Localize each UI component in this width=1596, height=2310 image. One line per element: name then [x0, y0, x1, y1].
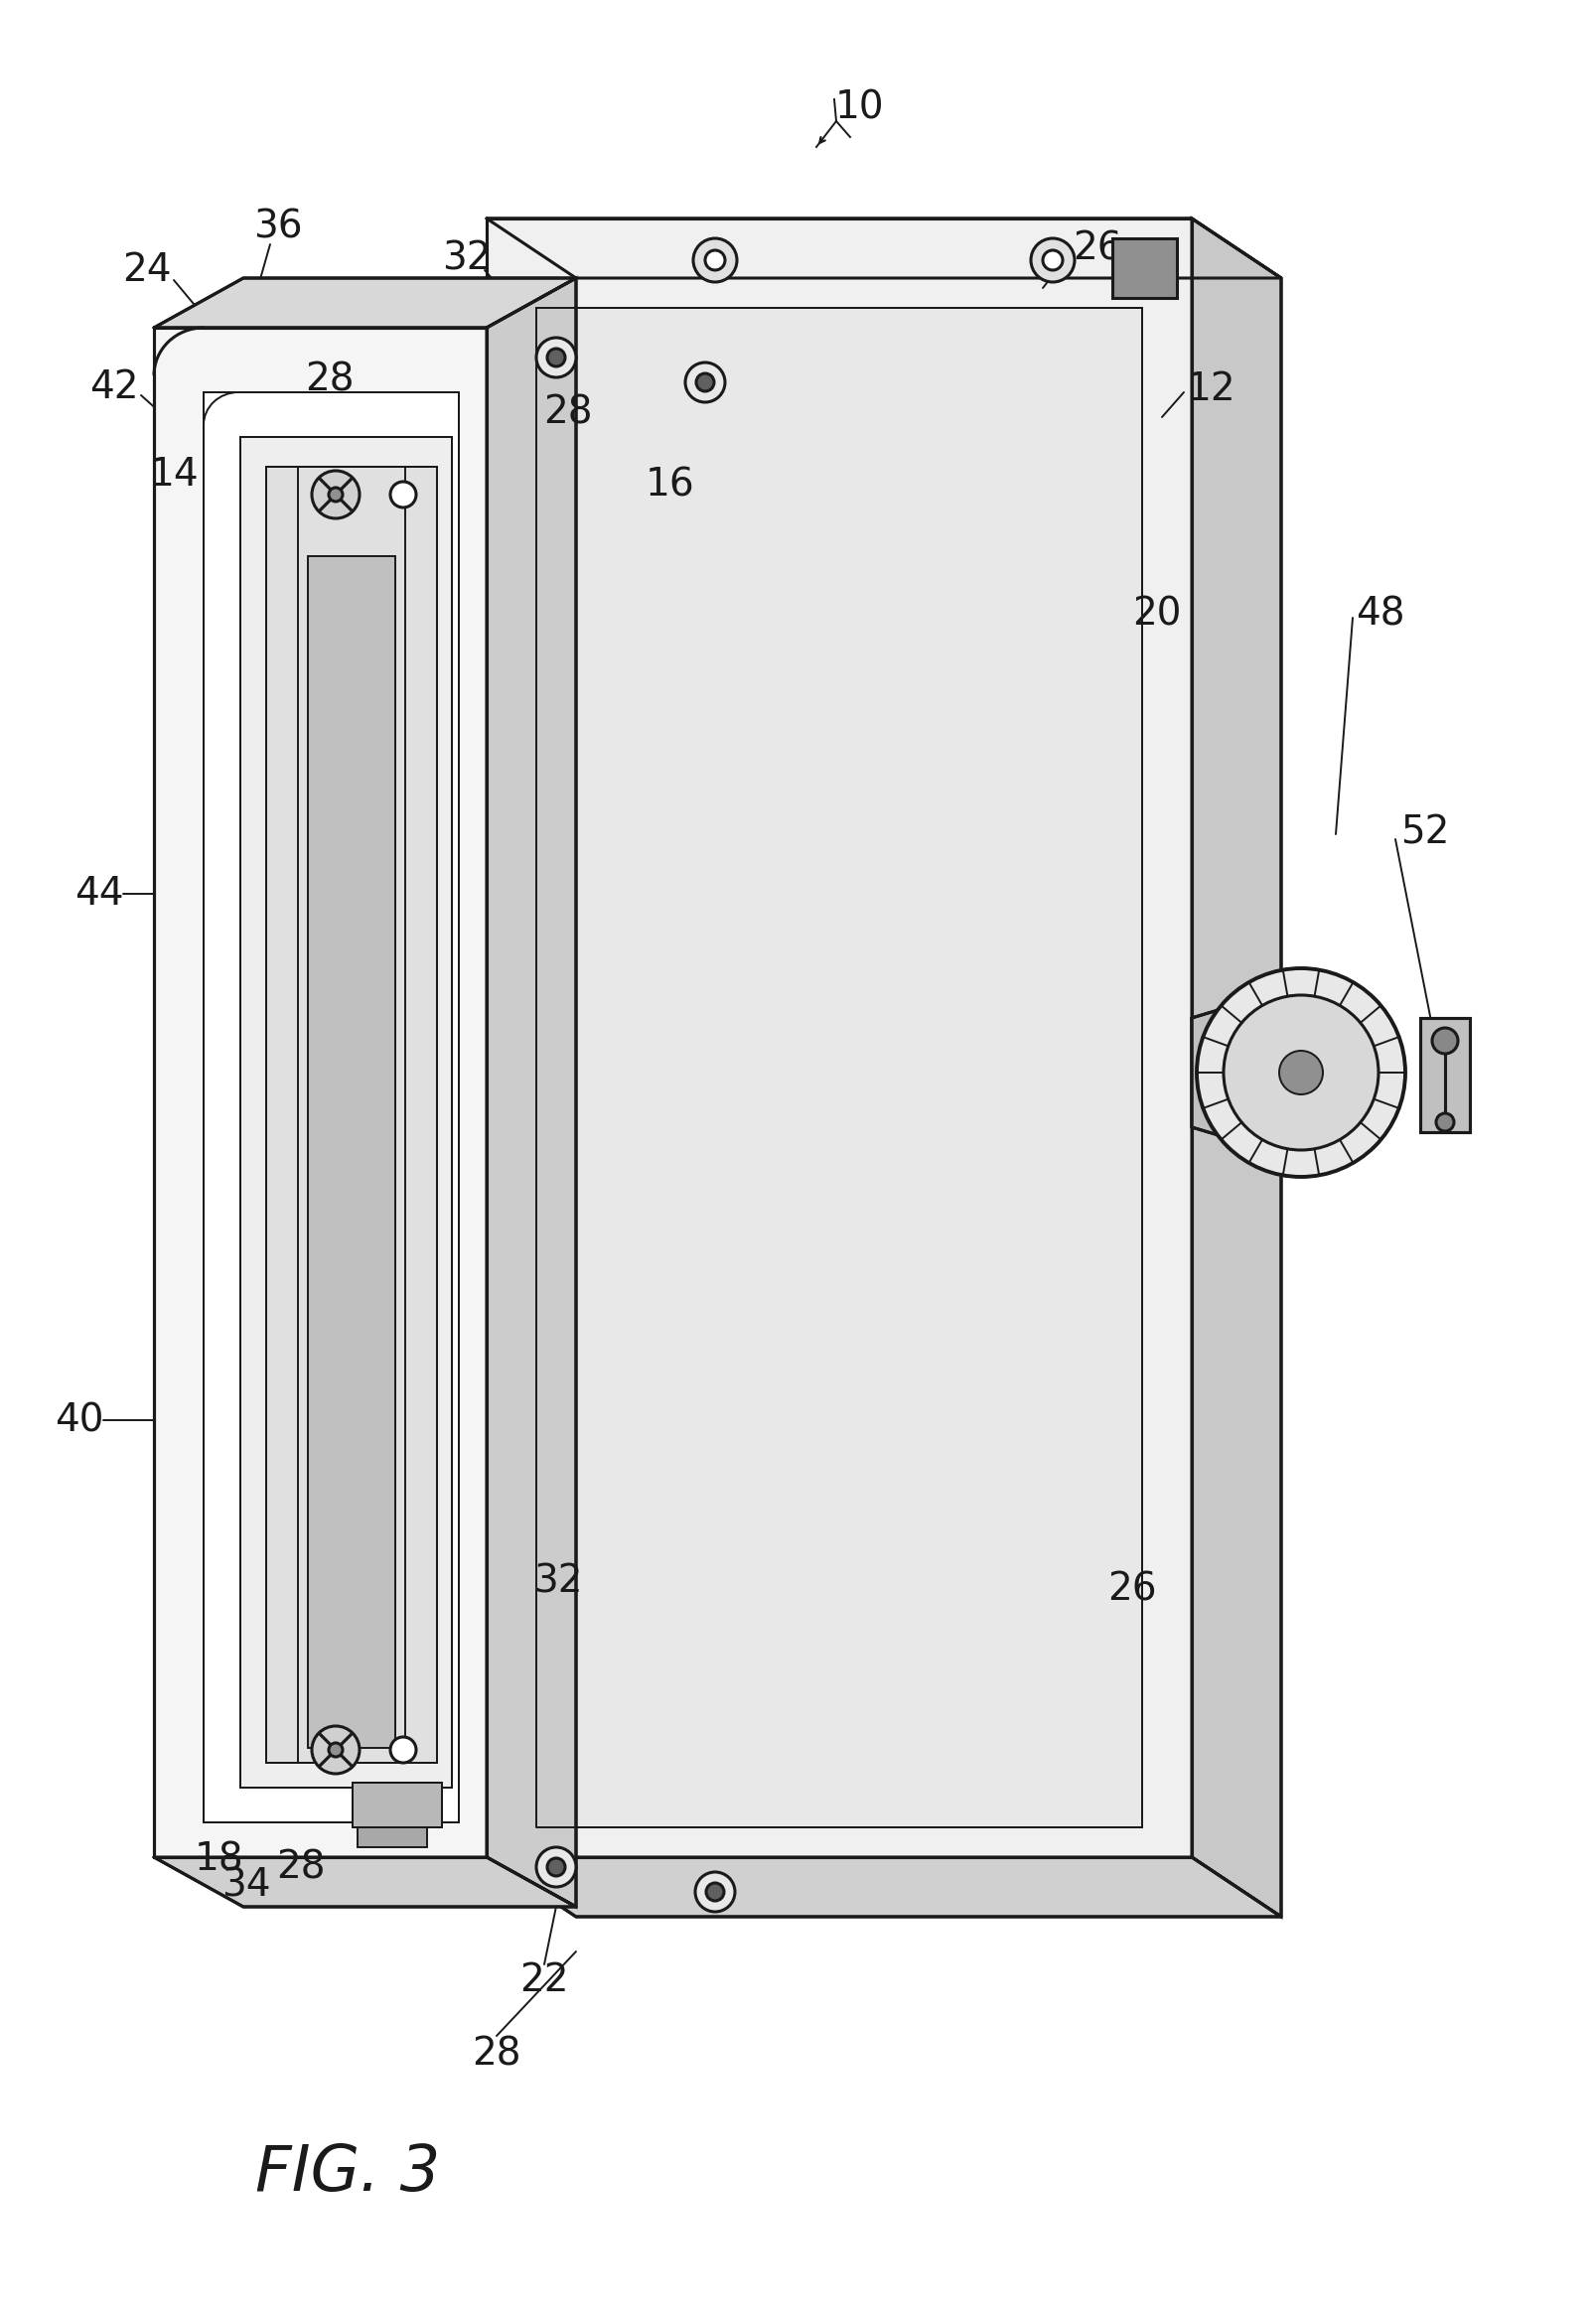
Text: 10: 10: [835, 88, 884, 127]
Polygon shape: [536, 307, 1143, 1827]
Circle shape: [1432, 1028, 1459, 1053]
Circle shape: [685, 363, 725, 402]
Text: 34: 34: [222, 1866, 271, 1903]
Circle shape: [693, 238, 737, 282]
Text: 18: 18: [193, 1841, 243, 1878]
Circle shape: [547, 349, 565, 367]
Circle shape: [547, 1857, 565, 1876]
Text: 32: 32: [442, 240, 492, 277]
Circle shape: [391, 1737, 417, 1763]
Polygon shape: [487, 219, 1282, 277]
Text: FIG. 3: FIG. 3: [255, 2141, 440, 2204]
Text: 36: 36: [254, 208, 303, 245]
Polygon shape: [153, 328, 487, 1857]
Text: 28: 28: [544, 393, 592, 432]
Text: 32: 32: [533, 1564, 583, 1601]
Circle shape: [1436, 1113, 1454, 1132]
Circle shape: [1224, 996, 1379, 1150]
Polygon shape: [267, 467, 437, 1763]
Text: 26: 26: [1108, 1571, 1157, 1608]
Text: 14: 14: [148, 455, 198, 494]
Circle shape: [696, 374, 713, 390]
Circle shape: [1042, 249, 1063, 270]
Text: 28: 28: [305, 360, 354, 397]
Circle shape: [536, 337, 576, 377]
Circle shape: [311, 471, 359, 517]
Circle shape: [391, 483, 417, 508]
Text: 42: 42: [89, 370, 139, 407]
Polygon shape: [1420, 1019, 1470, 1132]
Polygon shape: [1112, 238, 1176, 298]
Text: 22: 22: [520, 1961, 568, 1998]
Text: 24: 24: [123, 252, 171, 289]
Polygon shape: [1192, 219, 1282, 1917]
Polygon shape: [353, 1783, 442, 1827]
Text: 52: 52: [1400, 813, 1449, 850]
Text: 26: 26: [1073, 229, 1122, 268]
Polygon shape: [308, 557, 396, 1749]
Circle shape: [1031, 238, 1074, 282]
Circle shape: [329, 1744, 343, 1758]
Text: 48: 48: [1355, 596, 1404, 633]
Circle shape: [705, 1883, 725, 1901]
Text: 20: 20: [1132, 596, 1181, 633]
Text: 28: 28: [472, 2035, 522, 2072]
Text: 16: 16: [645, 467, 694, 504]
Polygon shape: [487, 219, 1192, 1857]
Polygon shape: [153, 277, 576, 328]
Text: 40: 40: [54, 1402, 104, 1439]
Polygon shape: [1219, 1014, 1334, 1130]
Polygon shape: [487, 277, 576, 1906]
Polygon shape: [487, 1857, 1282, 1917]
Circle shape: [1197, 968, 1406, 1176]
Circle shape: [536, 1848, 576, 1887]
Text: 12: 12: [1187, 370, 1237, 409]
Text: 28: 28: [276, 1848, 326, 1885]
Circle shape: [329, 487, 343, 501]
Polygon shape: [241, 437, 452, 1788]
Polygon shape: [204, 393, 458, 1823]
Polygon shape: [1192, 991, 1282, 1155]
Polygon shape: [153, 1857, 576, 1906]
Circle shape: [1246, 1042, 1306, 1102]
Polygon shape: [358, 1827, 428, 1848]
Circle shape: [705, 249, 725, 270]
Circle shape: [696, 1871, 734, 1913]
Circle shape: [311, 1726, 359, 1774]
Circle shape: [1278, 1051, 1323, 1095]
Text: 44: 44: [75, 875, 124, 912]
